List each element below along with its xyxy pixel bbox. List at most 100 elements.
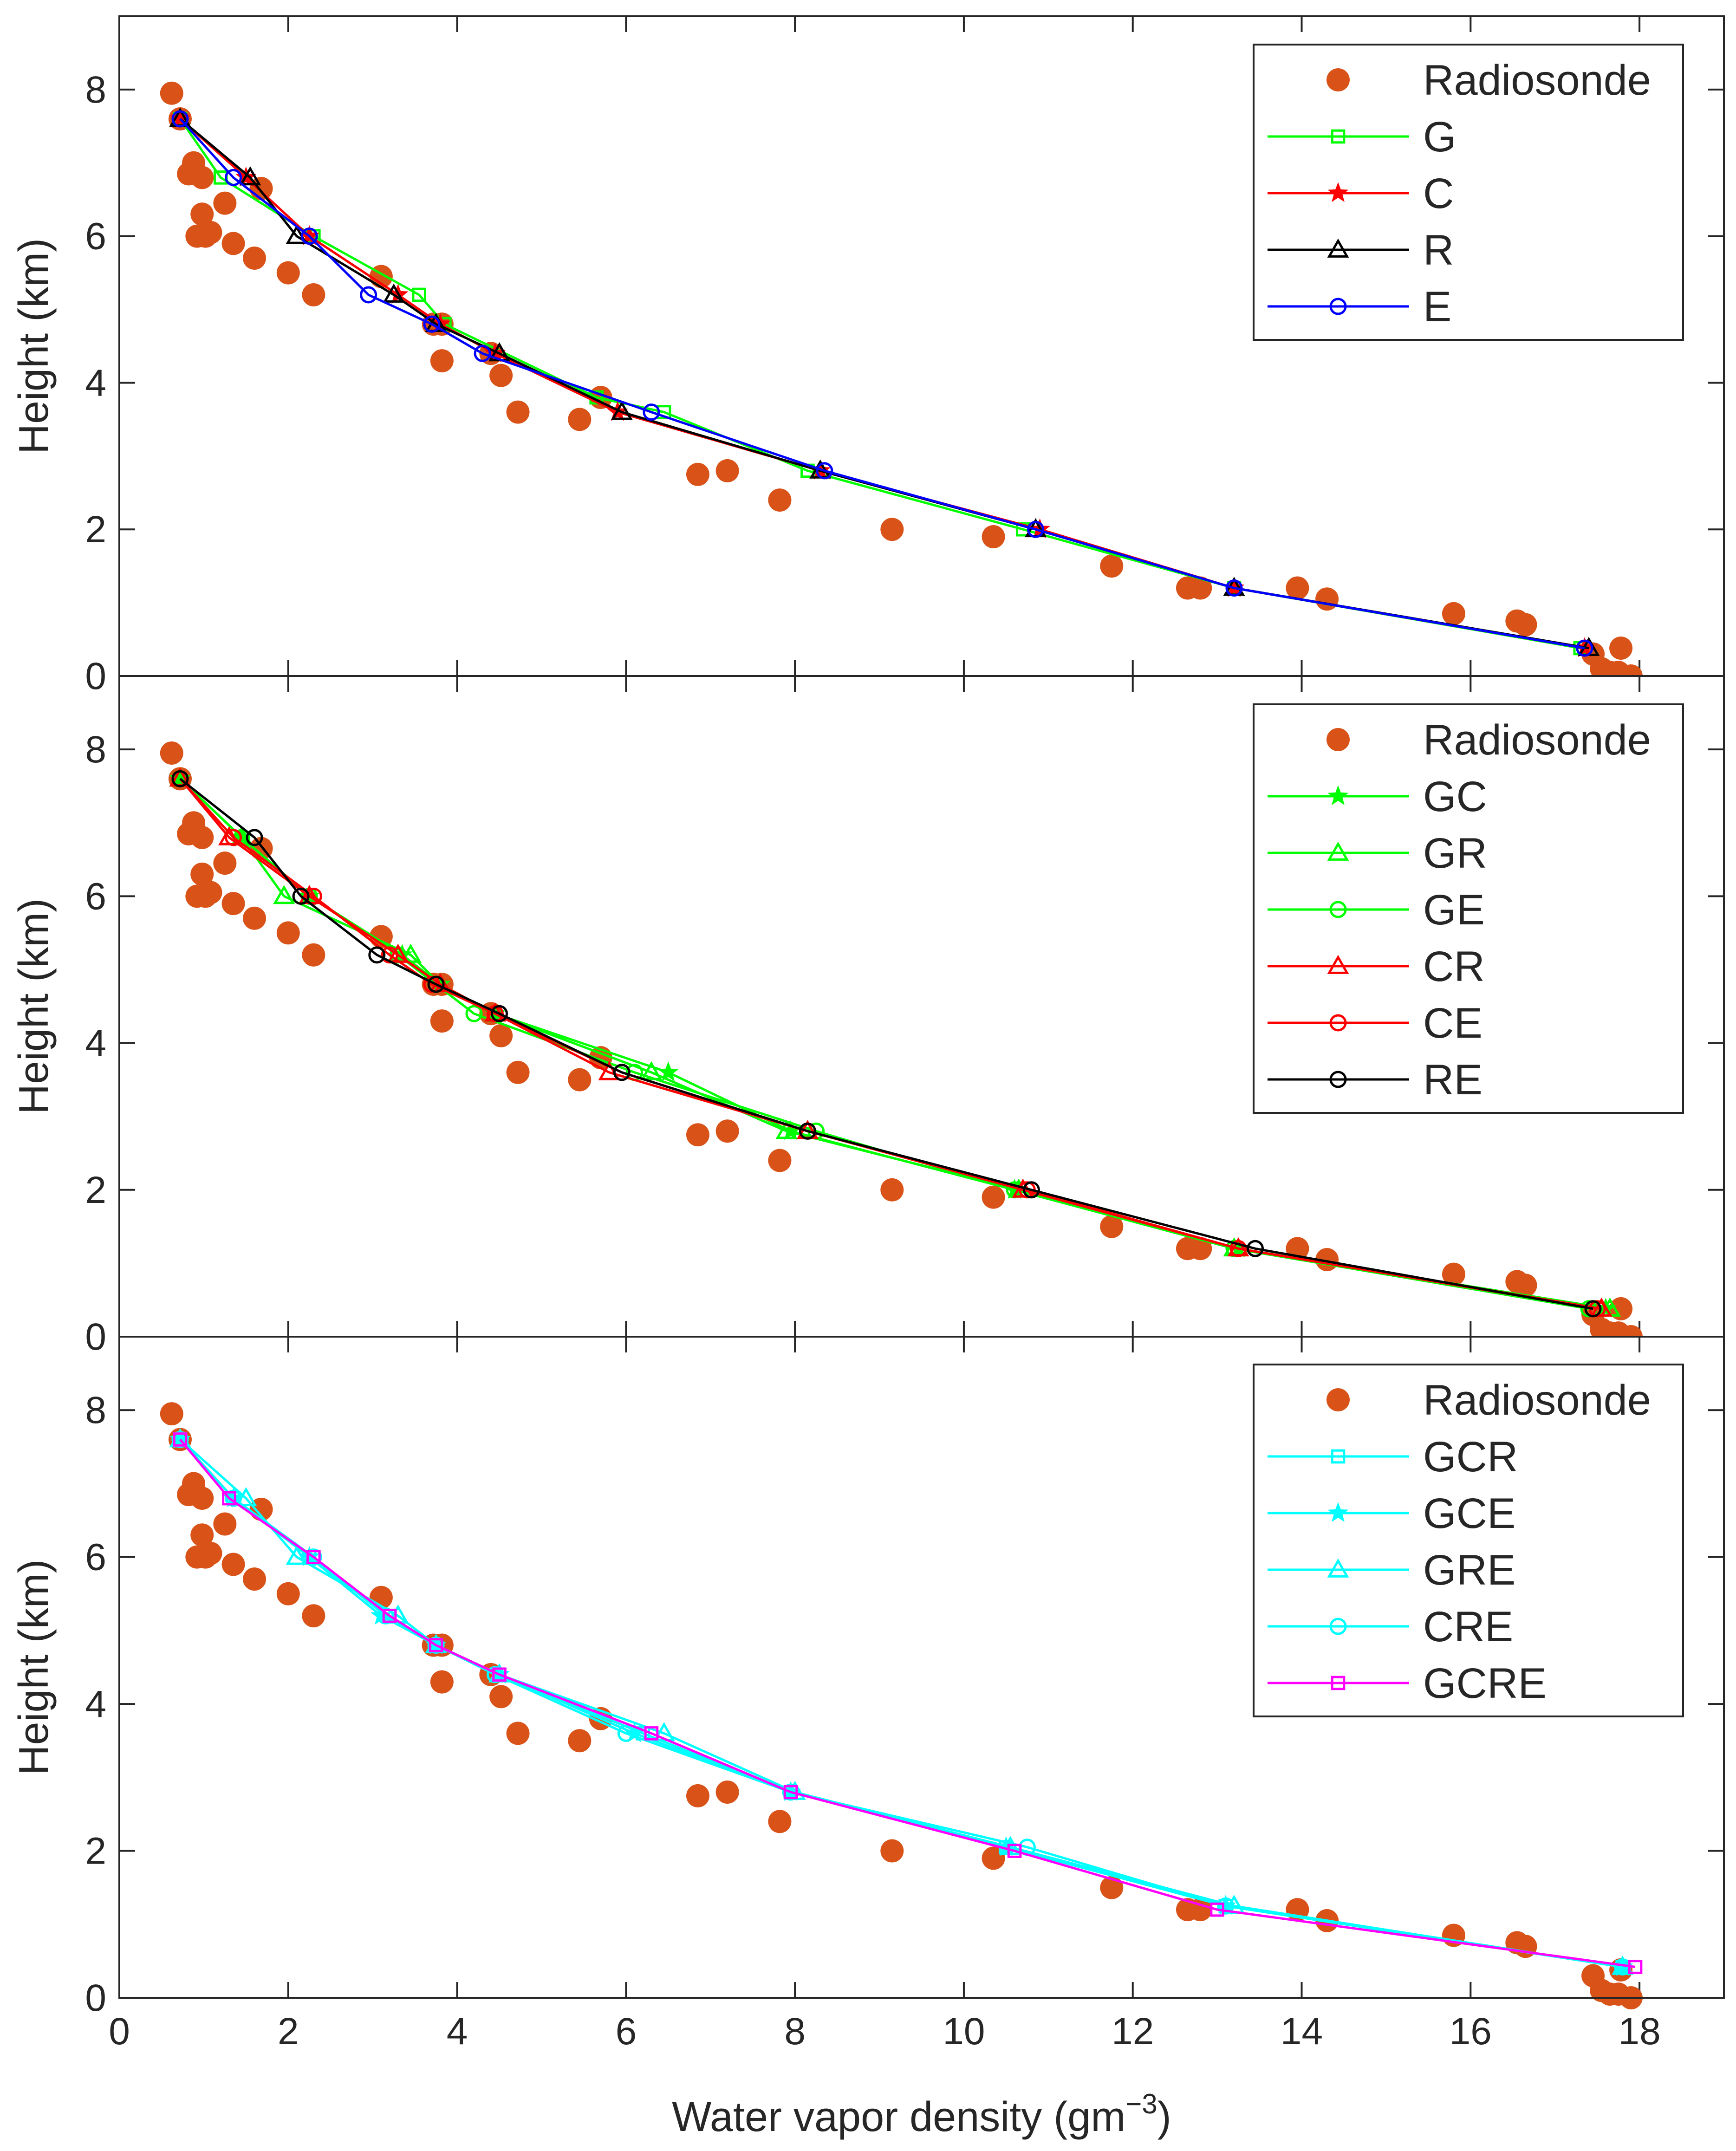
data-point-radiosonde [430, 1670, 454, 1694]
data-point-radiosonde [880, 1178, 904, 1202]
legend-item-gce: GCE [1268, 1490, 1515, 1537]
data-point-re [799, 1122, 816, 1140]
legend-marker [1327, 841, 1349, 861]
legend-item-gc: GC [1268, 773, 1487, 820]
data-point-radiosonde [221, 232, 245, 255]
data-point-radiosonde [768, 488, 792, 512]
legend-label: CR [1423, 943, 1485, 990]
data-point-ce [1229, 1240, 1247, 1257]
panel-3: 0 2 4 6 8 0 2 4 6 8 10 12 14 16 18 Height (km) Water vap… [11, 1336, 1725, 2140]
data-point-radiosonde [199, 881, 222, 904]
legend-marker [1331, 129, 1346, 144]
legend-label: GC [1423, 773, 1487, 820]
legend-item-gr: GR [1268, 830, 1487, 877]
data-point-radiosonde [160, 81, 183, 105]
data-point-radiosonde [213, 191, 237, 215]
data-point-radiosonde [506, 400, 530, 424]
x-tick-label: 0 [109, 2010, 130, 2053]
legend-label: Radiosonde [1423, 57, 1651, 104]
data-point-radiosonde [1609, 637, 1633, 660]
data-point-cre [377, 1607, 394, 1625]
data-point-r [611, 401, 633, 420]
legend-marker [1327, 785, 1349, 806]
data-point-radiosonde [190, 202, 214, 226]
y-tick-label: 2 [85, 1169, 106, 1211]
x-tick-label: 16 [1450, 2010, 1492, 2053]
data-point-cre [427, 1637, 445, 1654]
data-point-e [360, 286, 377, 304]
legend-item-g: G [1268, 113, 1456, 161]
data-point-radiosonde [768, 1149, 792, 1172]
y-axis-label: Height (km) [11, 238, 57, 454]
x-axis-label: Water vapor density (gm−3) [672, 2088, 1171, 2140]
data-point-gre [286, 1546, 308, 1565]
data-point-radiosonde [568, 1068, 592, 1092]
data-point-radiosonde [489, 364, 513, 387]
data-point-radiosonde [190, 1523, 214, 1547]
data-point-radiosonde [715, 1119, 739, 1143]
x-tick-label: 4 [447, 2010, 468, 2053]
series-gcre [173, 1432, 1643, 1974]
x-axis-label-end: ) [1157, 2094, 1171, 2140]
data-point-radiosonde [880, 518, 904, 541]
x-tick-label: 10 [943, 2010, 985, 2053]
legend-item-gcr: GCR [1268, 1433, 1518, 1481]
data-point-radiosonde [1514, 1274, 1537, 1297]
data-point-radiosonde [768, 1810, 792, 1833]
legend: Radiosonde GCR GCE GRE CRE GCRE [1253, 1364, 1684, 1717]
data-point-re [368, 946, 386, 964]
legend-marker [1326, 1388, 1350, 1411]
series-line-re [179, 778, 1593, 1310]
data-point-re [1246, 1240, 1264, 1257]
data-point-cre [225, 1489, 242, 1507]
legend-item-e: E [1268, 283, 1451, 331]
y-tick-label: 0 [85, 1316, 106, 1358]
data-point-radiosonde [1100, 1215, 1124, 1238]
legend-item-ce: CE [1268, 1000, 1482, 1047]
y-tick-label: 4 [85, 1683, 106, 1725]
data-point-cre [305, 1548, 322, 1566]
legend-label: Radiosonde [1423, 716, 1651, 764]
legend-marker [1331, 1676, 1346, 1690]
data-point-gce [299, 1546, 320, 1566]
legend-item-ge: GE [1268, 886, 1485, 934]
data-point-gr [640, 1061, 663, 1080]
data-point-radiosonde [1286, 576, 1309, 600]
series-e [171, 110, 1593, 657]
legend-label: GCR [1423, 1433, 1518, 1481]
data-point-radiosonde [221, 1553, 245, 1576]
y-tick-label: 8 [85, 728, 106, 771]
y-tick-label: 0 [85, 1977, 106, 2019]
data-point-gcre [306, 1550, 321, 1564]
data-point-e [643, 403, 660, 421]
data-point-radiosonde [880, 1839, 904, 1863]
legend-item-gre: GRE [1268, 1547, 1515, 1594]
legend-marker [1331, 1449, 1346, 1464]
data-point-radiosonde [190, 166, 214, 189]
x-tick-label: 8 [784, 2010, 806, 2053]
legend-item-radiosonde: Radiosonde [1326, 716, 1651, 764]
data-point-gcre [492, 1667, 507, 1682]
data-point-e [816, 462, 833, 480]
legend-marker [1327, 955, 1349, 974]
data-point-radiosonde [190, 825, 214, 849]
y-axis-label: Height (km) [11, 898, 57, 1114]
data-point-r [239, 166, 261, 186]
legend-label: RE [1423, 1056, 1482, 1104]
legend-label: GE [1423, 886, 1485, 934]
legend-label: C [1423, 170, 1454, 217]
data-point-re [1022, 1181, 1040, 1199]
legend-marker [1329, 298, 1347, 315]
data-point-re [1584, 1300, 1602, 1318]
y-axis-label: Height (km) [11, 1559, 57, 1775]
data-point-radiosonde [190, 862, 214, 886]
y-tick-label: 6 [85, 215, 106, 258]
y-tick-label: 8 [85, 1389, 106, 1431]
legend-item-re: RE [1268, 1056, 1482, 1104]
data-point-radiosonde [715, 1780, 739, 1804]
legend-label: CRE [1423, 1603, 1513, 1651]
data-point-cre [171, 1431, 189, 1449]
data-point-radiosonde [568, 408, 592, 431]
data-point-radiosonde [430, 349, 454, 373]
data-point-ce [225, 829, 242, 846]
